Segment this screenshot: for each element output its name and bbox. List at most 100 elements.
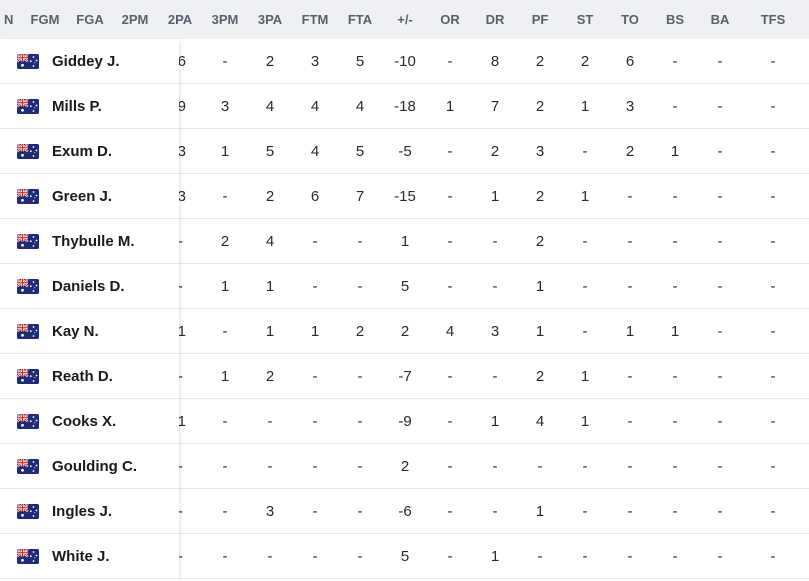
stat-cell-p3a: 3	[265, 503, 275, 520]
player-name-link[interactable]: Green J.	[52, 188, 113, 205]
stat-cell-fta: -	[357, 548, 363, 565]
australia-flag-icon	[17, 234, 39, 249]
stat-cell-ftm: -	[312, 233, 318, 250]
header-col-ba[interactable]: BA	[710, 12, 730, 27]
australia-flag-icon	[17, 99, 39, 114]
stat-cell-pf: 4	[535, 413, 545, 430]
stat-cell-ba: -	[717, 503, 723, 520]
header-col-to[interactable]: TO	[621, 12, 639, 27]
australia-flag-icon	[17, 549, 39, 564]
header-col-bs[interactable]: BS	[665, 12, 685, 27]
stat-cell-to: -	[627, 278, 633, 295]
australia-flag-icon	[17, 459, 39, 474]
australia-flag-icon	[17, 369, 39, 384]
stat-cell-pm: -18	[394, 98, 416, 115]
stat-cell-or: -	[447, 413, 453, 430]
stat-cell-p3a: 1	[265, 278, 275, 295]
header-col-or[interactable]: OR	[440, 12, 460, 27]
stat-cell-p3m: -	[222, 458, 228, 475]
stat-cell-ba: -	[717, 53, 723, 70]
stat-cell-p3a: 5	[265, 143, 275, 160]
stat-cell-tfs: -	[770, 548, 776, 565]
australia-flag-icon	[17, 54, 39, 69]
player-name-link[interactable]: Giddey J.	[52, 53, 120, 70]
header-col-pf[interactable]: PF	[531, 12, 549, 27]
stat-cell-or: 1	[445, 98, 455, 115]
header-col-3pa[interactable]: 3PA	[257, 12, 283, 27]
stat-cell-dr: 7	[490, 98, 500, 115]
stat-cell-bs: -	[672, 458, 678, 475]
header-col-ftm[interactable]: FTM	[301, 12, 329, 27]
stat-cell-ba: -	[717, 233, 723, 250]
stat-cell-p2a: -	[178, 458, 183, 475]
stat-cell-ftm: 6	[310, 188, 320, 205]
stat-cell-or: -	[447, 548, 453, 565]
stat-cell-to: -	[627, 368, 633, 385]
player-name-link[interactable]: Reath D.	[52, 368, 113, 385]
header-col-plus-minus[interactable]: +/-	[397, 12, 413, 27]
stat-cell-pm: 2	[400, 323, 410, 340]
stat-cell-dr: 2	[490, 143, 500, 160]
stat-cell-pf: -	[537, 458, 543, 475]
stat-cell-p3a: 2	[265, 53, 275, 70]
stat-cell-p3m: 1	[220, 368, 230, 385]
header-col-3pm[interactable]: 3PM	[211, 12, 239, 27]
header-col-fta[interactable]: FTA	[347, 12, 373, 27]
stat-cell-pm: 5	[400, 548, 410, 565]
table-row: 1 - - - - -9 - 1 4 1 - - - -	[0, 399, 809, 444]
player-name-link[interactable]: Cooks X.	[52, 413, 117, 430]
header-col-dr[interactable]: DR	[485, 12, 505, 27]
stat-cell-dr: 1	[490, 413, 500, 430]
player-name-link[interactable]: Ingles J.	[52, 503, 113, 520]
header-col-tfs[interactable]: TFS	[760, 12, 786, 27]
stat-cell-tfs: -	[770, 98, 776, 115]
player-row-header: Kay N.	[0, 309, 179, 354]
stat-cell-pf: 2	[535, 53, 545, 70]
stat-cell-tfs: -	[770, 53, 776, 70]
header-col-n[interactable]: N	[4, 12, 14, 27]
stat-cell-fta: -	[357, 503, 363, 520]
stat-cell-pm: -5	[398, 143, 412, 160]
header-col-fga[interactable]: FGA	[76, 12, 104, 27]
stat-cell-pm: 1	[400, 233, 410, 250]
header-col-2pa[interactable]: 2PA	[167, 12, 193, 27]
stat-cell-pm: -10	[394, 53, 416, 70]
stat-cell-pf: 2	[535, 98, 545, 115]
player-name-link[interactable]: Exum D.	[52, 143, 113, 160]
table-row: 1 - 1 1 2 2 4 3 1 - 1 1 - -	[0, 309, 809, 354]
stat-cell-dr: -	[492, 278, 498, 295]
stat-cell-p3a: -	[267, 413, 273, 430]
table-row: - - - - - 2 - - - - - - - -	[0, 444, 809, 489]
stat-cell-pf: 2	[535, 368, 545, 385]
stat-cell-ba: -	[717, 368, 723, 385]
player-name-link[interactable]: Goulding C.	[52, 458, 137, 475]
stat-cell-ftm: -	[312, 368, 318, 385]
stat-cell-bs: -	[672, 413, 678, 430]
header-col-st[interactable]: ST	[576, 12, 594, 27]
header-col-2pm[interactable]: 2PM	[121, 12, 149, 27]
player-name-link[interactable]: White J.	[52, 548, 110, 565]
stat-cell-p3a: 4	[265, 233, 275, 250]
stat-cell-st: 1	[580, 368, 590, 385]
stat-cell-tfs: -	[770, 458, 776, 475]
header-col-fgm[interactable]: FGM	[30, 12, 60, 27]
player-row-header: Daniels D.	[0, 264, 179, 309]
stat-cell-p2a: 1	[178, 413, 186, 430]
table-row: 9 3 4 4 4 -18 1 7 2 1 3 - - -	[0, 84, 809, 129]
player-name-link[interactable]: Kay N.	[52, 323, 99, 340]
stat-cell-st: 1	[580, 413, 590, 430]
player-name-link[interactable]: Thybulle M.	[52, 233, 135, 250]
stat-cell-to: -	[627, 548, 633, 565]
stat-cell-p3m: -	[222, 548, 228, 565]
stat-cell-fta: -	[357, 413, 363, 430]
stat-cell-p3m: 2	[220, 233, 230, 250]
stat-cell-dr: 1	[490, 188, 500, 205]
stat-cell-to: -	[627, 413, 633, 430]
stat-cell-p3a: 2	[265, 188, 275, 205]
player-name-link[interactable]: Mills P.	[52, 98, 102, 115]
stat-cell-p3m: 1	[220, 278, 230, 295]
player-name-link[interactable]: Daniels D.	[52, 278, 125, 295]
stat-cell-dr: -	[492, 458, 498, 475]
stat-cell-bs: -	[672, 503, 678, 520]
stat-cell-or: -	[447, 503, 453, 520]
